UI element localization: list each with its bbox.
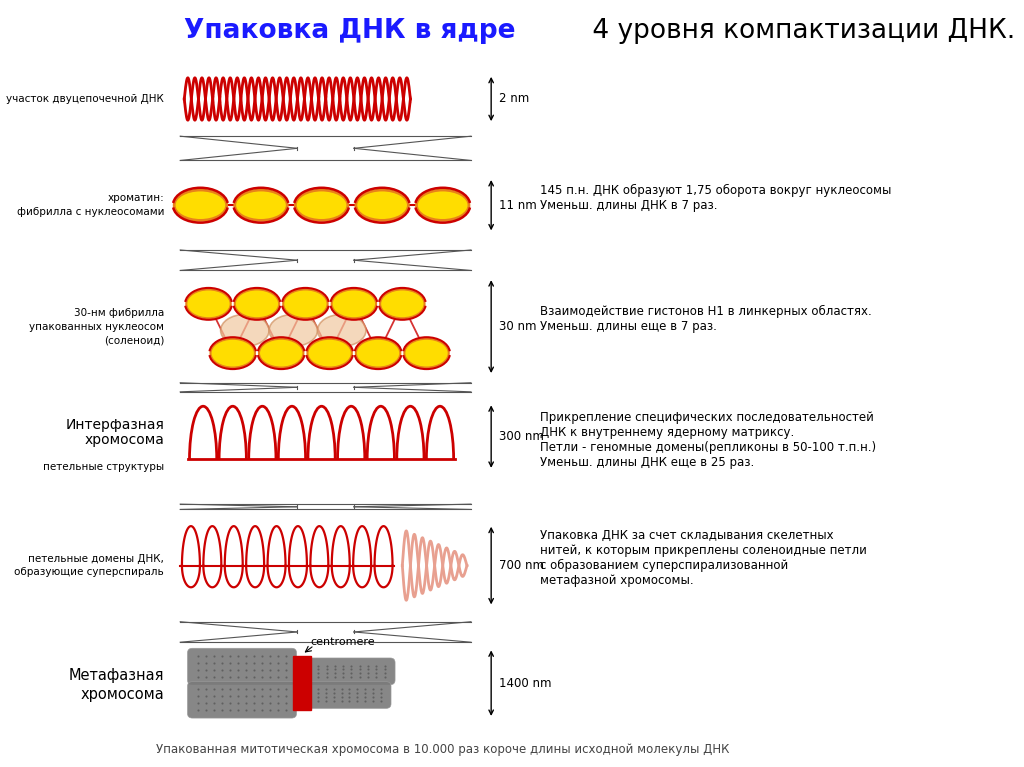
Text: Метафазная: Метафазная bbox=[69, 668, 164, 683]
Text: 700 nm: 700 nm bbox=[500, 559, 544, 572]
Ellipse shape bbox=[295, 190, 348, 220]
Text: хроматин:: хроматин: bbox=[108, 193, 164, 203]
Text: упакованных нуклеосом: упакованных нуклеосом bbox=[30, 321, 164, 331]
Ellipse shape bbox=[220, 314, 269, 347]
Text: 11 nm: 11 nm bbox=[500, 199, 537, 212]
Text: петельные структуры: петельные структуры bbox=[43, 462, 164, 472]
Text: фибрилла с нуклеосомами: фибрилла с нуклеосомами bbox=[16, 207, 164, 217]
Text: 145 п.н. ДНК образуют 1,75 оборота вокруг нуклеосомы
Уменьш. длины ДНК в 7 раз.: 145 п.н. ДНК образуют 1,75 оборота вокру… bbox=[540, 183, 891, 212]
Ellipse shape bbox=[259, 339, 303, 367]
Text: 30 nm: 30 nm bbox=[500, 320, 537, 333]
Ellipse shape bbox=[284, 289, 328, 318]
Text: 30-нм фибрилла: 30-нм фибрилла bbox=[74, 308, 164, 318]
Ellipse shape bbox=[417, 190, 469, 220]
Text: хромосома: хромосома bbox=[84, 433, 164, 447]
Ellipse shape bbox=[234, 190, 288, 220]
Text: (соленоид): (соленоид) bbox=[103, 335, 164, 345]
Text: 300 nm: 300 nm bbox=[500, 430, 544, 443]
Text: образующие суперспираль: образующие суперспираль bbox=[14, 568, 164, 578]
Text: участок двуцепочечной ДНК: участок двуцепочечной ДНК bbox=[6, 94, 164, 104]
Text: Упаковка ДНК в ядре: Упаковка ДНК в ядре bbox=[184, 18, 516, 44]
Ellipse shape bbox=[211, 339, 255, 367]
Text: хромосома: хромосома bbox=[80, 687, 164, 702]
FancyBboxPatch shape bbox=[187, 648, 297, 685]
Text: Взаимодействие гистонов H1 в линкерных областях.
Уменьш. длины еще в 7 раз.: Взаимодействие гистонов H1 в линкерных о… bbox=[540, 305, 871, 333]
FancyBboxPatch shape bbox=[187, 682, 297, 718]
Ellipse shape bbox=[317, 314, 366, 347]
Ellipse shape bbox=[404, 339, 449, 367]
Ellipse shape bbox=[332, 289, 376, 318]
Text: Интерфазная: Интерфазная bbox=[66, 418, 164, 433]
Bar bbox=[293, 656, 311, 710]
Text: Упаковка ДНК за счет складывания скелетных
нитей, к которым прикреплены соленоид: Упаковка ДНК за счет складывания скелетн… bbox=[540, 529, 866, 587]
Text: 1400 nm: 1400 nm bbox=[500, 676, 552, 690]
Text: петельные домены ДНК,: петельные домены ДНК, bbox=[29, 554, 164, 564]
FancyBboxPatch shape bbox=[308, 658, 395, 685]
Ellipse shape bbox=[356, 339, 400, 367]
Ellipse shape bbox=[186, 289, 230, 318]
Text: 2 nm: 2 nm bbox=[500, 93, 529, 106]
Text: centromere: centromere bbox=[310, 637, 375, 647]
Ellipse shape bbox=[356, 190, 409, 220]
Ellipse shape bbox=[380, 289, 425, 318]
Text: Упакованная митотическая хромосома в 10.000 раз короче длины исходной молекулы Д: Упакованная митотическая хромосома в 10.… bbox=[156, 742, 729, 755]
Ellipse shape bbox=[269, 314, 317, 347]
Ellipse shape bbox=[174, 190, 226, 220]
Ellipse shape bbox=[307, 339, 352, 367]
Ellipse shape bbox=[234, 289, 280, 318]
Text: 4 уровня компактизации ДНК.: 4 уровня компактизации ДНК. bbox=[584, 18, 1015, 44]
Text: Прикрепление специфических последовательностей
ДНК к внутреннему ядерному матрик: Прикрепление специфических последователь… bbox=[540, 411, 876, 469]
FancyBboxPatch shape bbox=[308, 682, 391, 709]
